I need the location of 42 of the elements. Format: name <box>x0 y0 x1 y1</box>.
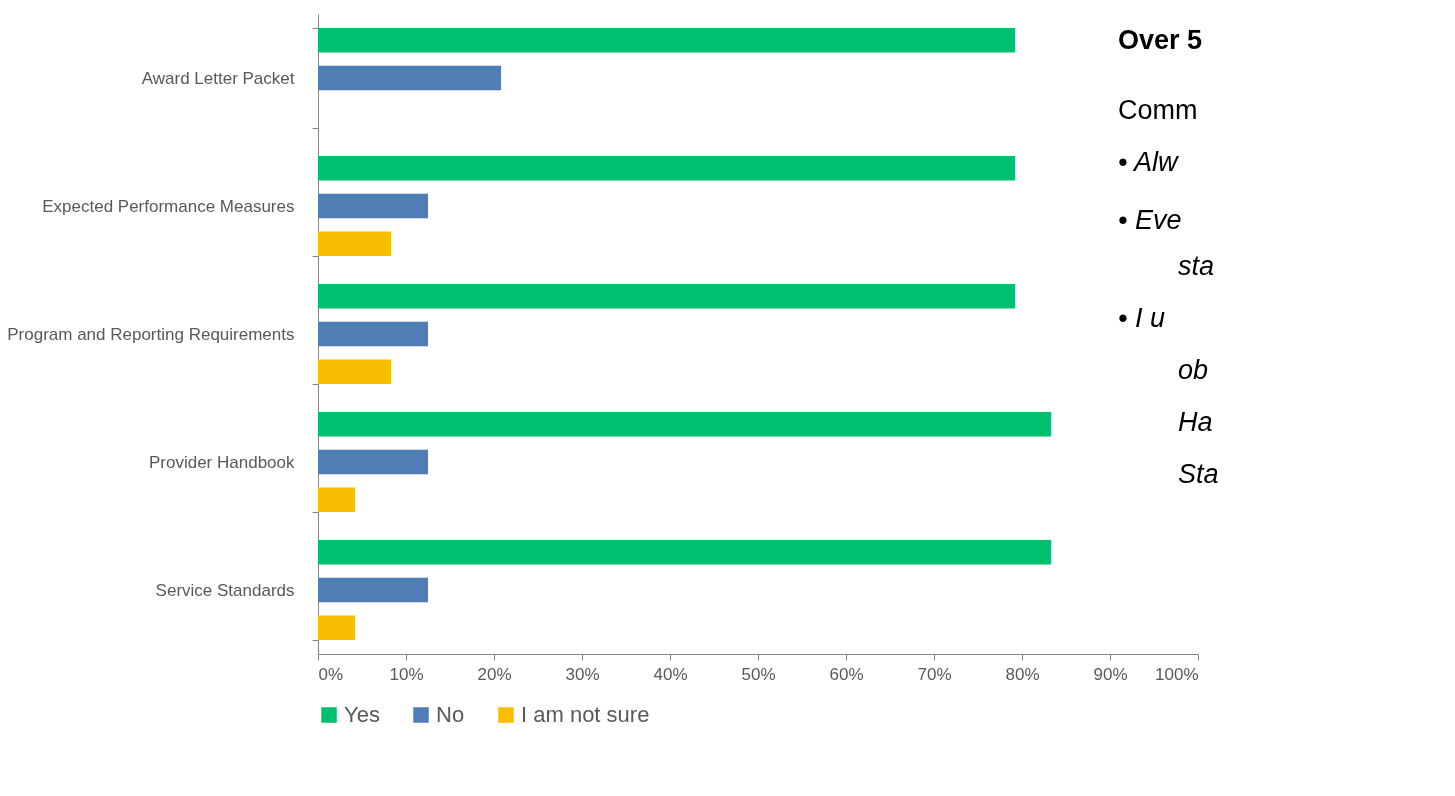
bar <box>318 540 1052 565</box>
x-tick-label: 50% <box>741 664 776 684</box>
x-tick-label: 40% <box>653 664 688 684</box>
annotation: sta <box>1178 251 1215 281</box>
legend-label: No <box>436 702 465 727</box>
annotation: • I u <box>1118 303 1165 333</box>
annotation: Comm <box>1118 95 1198 125</box>
bar <box>318 577 428 603</box>
bar <box>318 615 355 640</box>
bar <box>318 65 502 91</box>
bar <box>318 231 392 256</box>
y-tick-label: Award Letter Packet <box>141 68 295 88</box>
y-tick-label: Expected Performance Measures <box>42 196 295 216</box>
annotation: • Alw <box>1118 147 1179 177</box>
annotation: • Eve <box>1118 205 1182 235</box>
annotation: Sta <box>1178 459 1219 489</box>
bar <box>318 321 428 347</box>
annotation: Over 5 <box>1118 25 1203 55</box>
bar <box>318 28 1015 53</box>
bar <box>318 284 1015 309</box>
legend-label: Yes <box>344 702 380 727</box>
bar <box>318 449 428 475</box>
x-tick-label: 90% <box>1093 664 1128 684</box>
bar <box>318 193 428 219</box>
bar <box>318 156 1015 181</box>
bar <box>318 359 392 384</box>
bar <box>318 412 1052 437</box>
x-tick-label: 100% <box>1155 664 1199 684</box>
bar <box>318 487 355 512</box>
x-tick-label: 30% <box>565 664 600 684</box>
x-tick-label: 80% <box>1005 664 1040 684</box>
y-tick-label: Provider Handbook <box>148 452 295 472</box>
x-tick-label: 20% <box>477 664 512 684</box>
annotation: ob <box>1178 355 1209 385</box>
annotation: Ha <box>1178 407 1213 437</box>
legend-label: I am not sure <box>521 702 650 727</box>
y-tick-label: Program and Reporting Requirements <box>7 324 295 344</box>
x-tick-label: 0% <box>318 664 344 684</box>
x-tick-label: 60% <box>829 664 864 684</box>
x-tick-label: 70% <box>917 664 952 684</box>
x-tick-label: 10% <box>389 664 424 684</box>
y-tick-label: Service Standards <box>155 580 295 600</box>
